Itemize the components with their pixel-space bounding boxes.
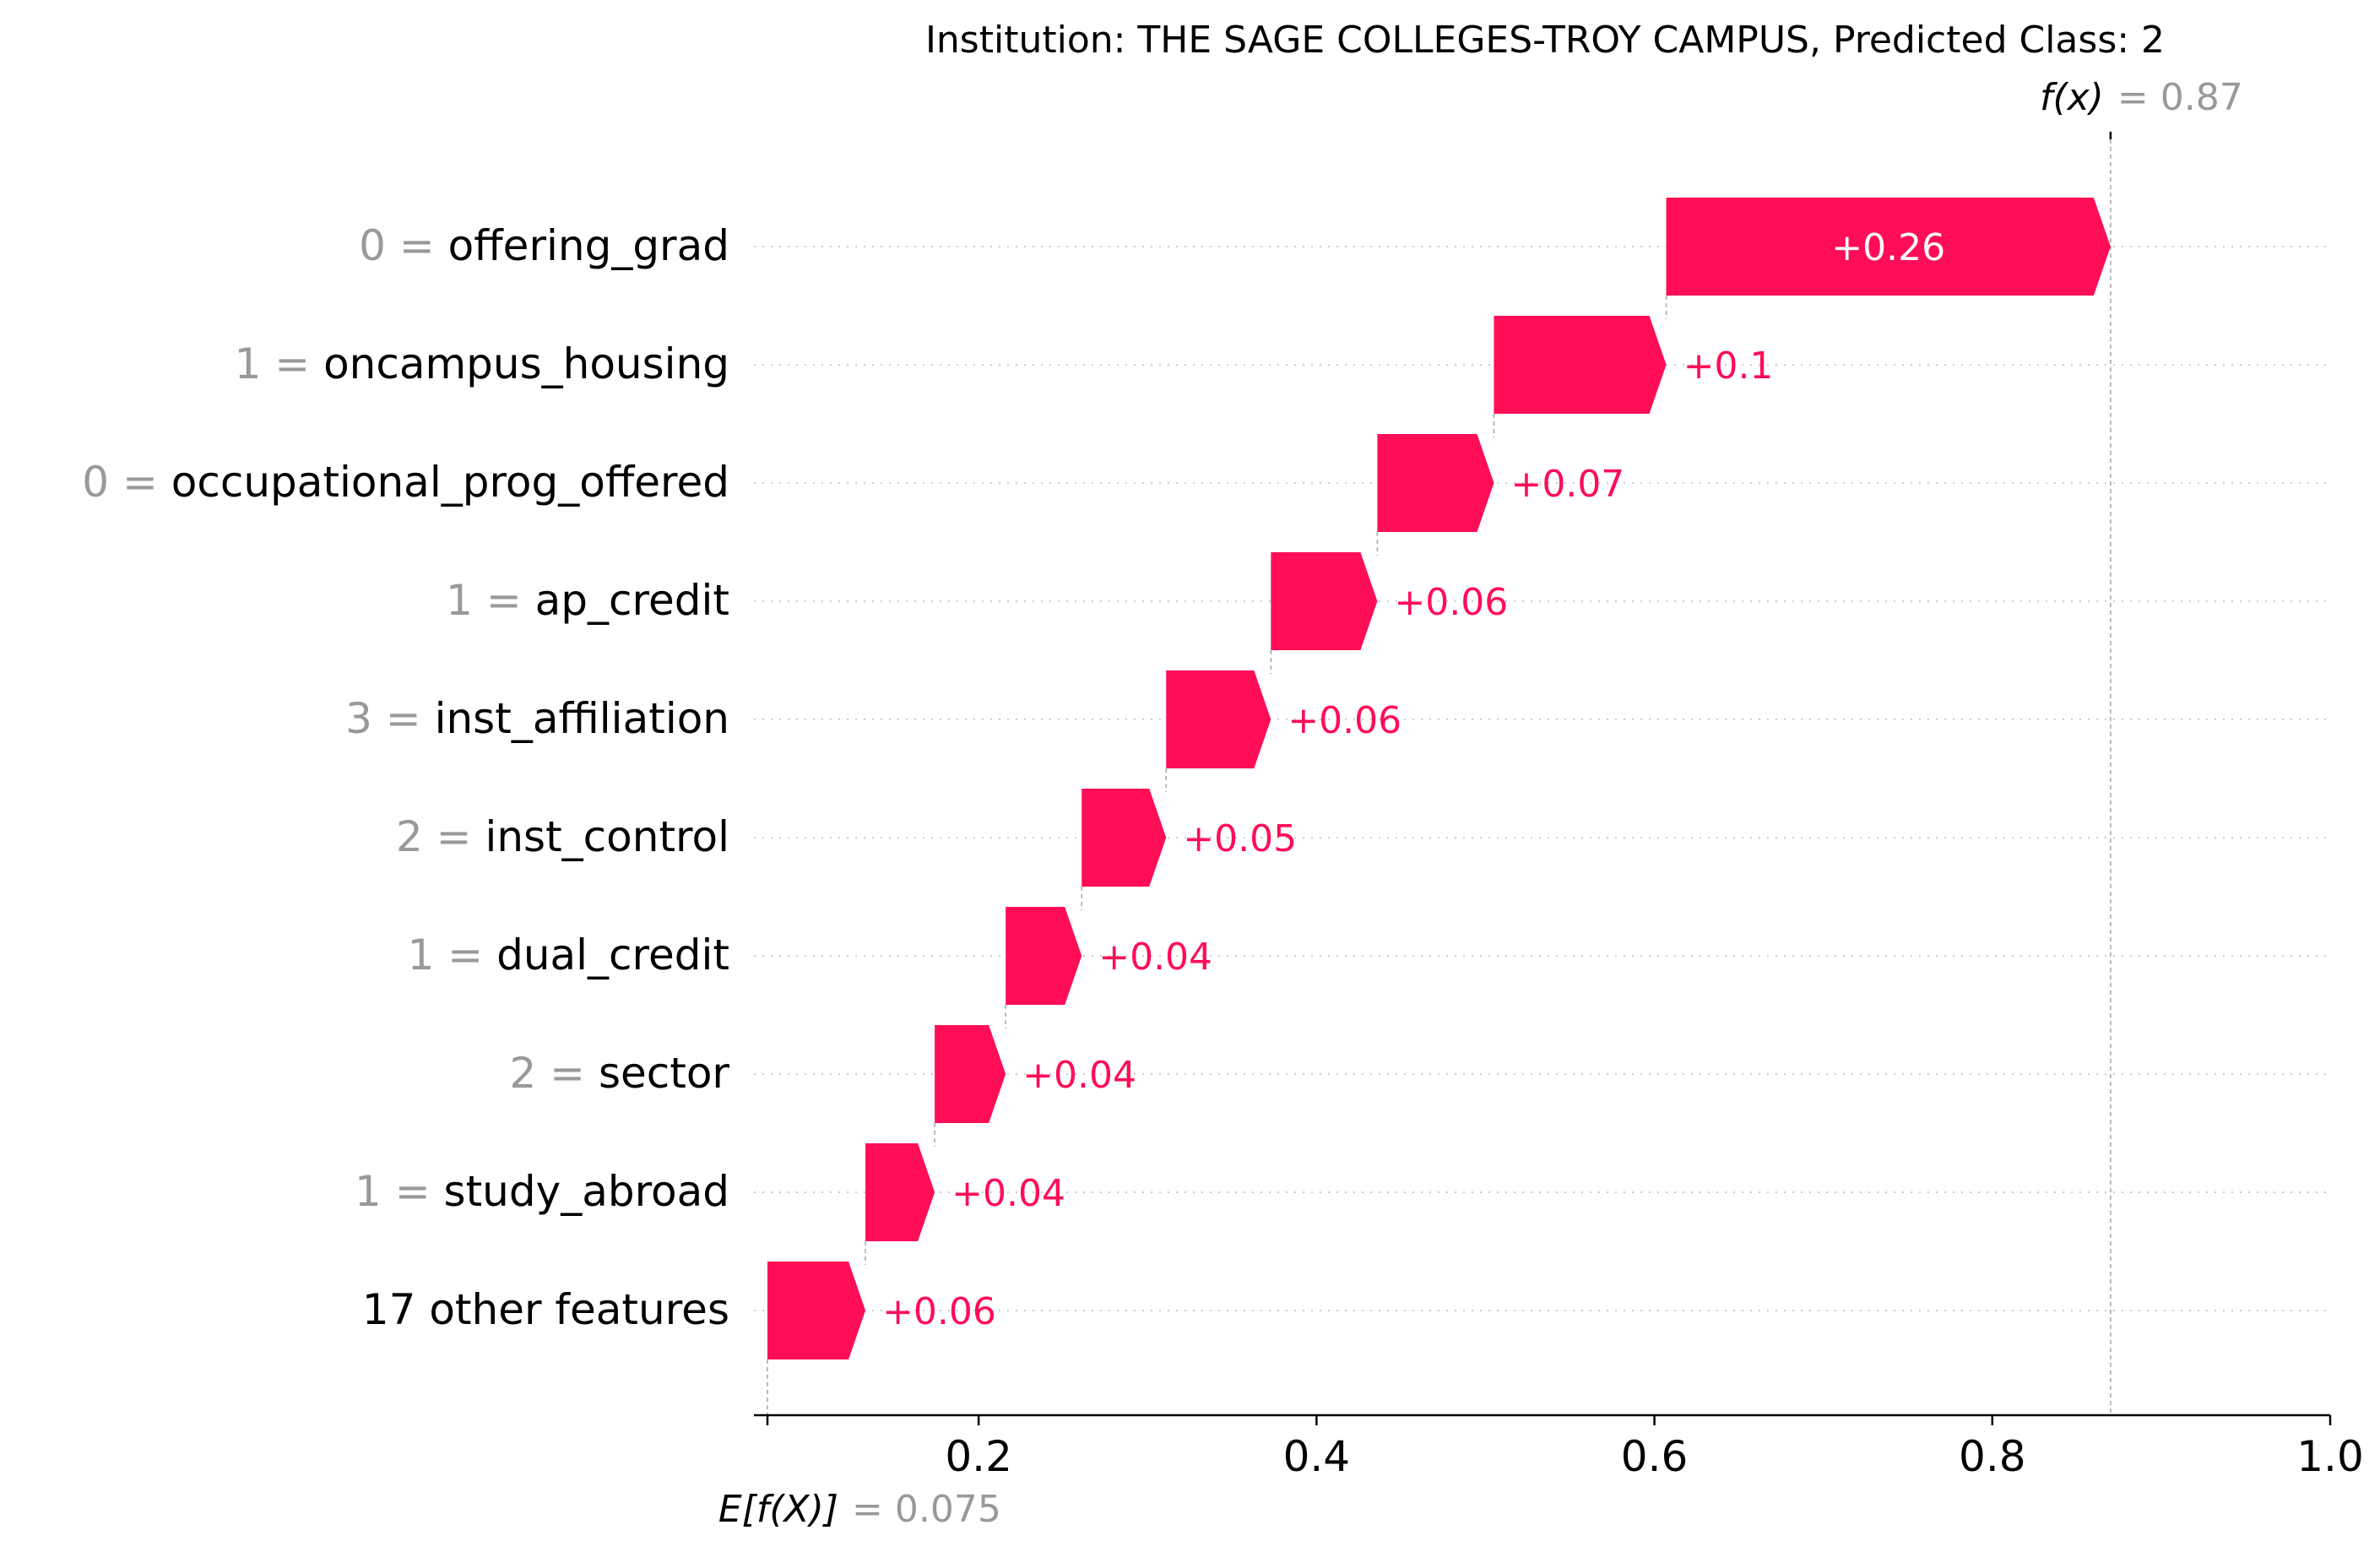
feature-label: 1 = oncampus_housing bbox=[235, 339, 729, 388]
bar-inst_control bbox=[1082, 789, 1167, 887]
feature-value: 1 = bbox=[235, 339, 324, 388]
contribution-label: +0.1 bbox=[1683, 345, 1774, 388]
contribution-label: +0.06 bbox=[1394, 581, 1508, 624]
feature-value: 1 = bbox=[446, 576, 535, 625]
feature-name: ap_credit bbox=[535, 576, 729, 625]
bar-study_abroad bbox=[865, 1143, 935, 1241]
bar-oncampus_housing bbox=[1494, 316, 1667, 414]
feature-name: oncampus_housing bbox=[323, 339, 729, 388]
bar-17-other-features bbox=[767, 1262, 866, 1359]
feature-name: dual_credit bbox=[496, 931, 729, 979]
bar-occupational_prog_offered bbox=[1377, 434, 1494, 532]
feature-value: 1 = bbox=[355, 1167, 444, 1216]
bar-inst_affiliation bbox=[1166, 670, 1271, 768]
feature-value: 2 = bbox=[509, 1049, 599, 1098]
x-tick-label: 0.4 bbox=[1283, 1432, 1351, 1481]
feature-value: 3 = bbox=[345, 694, 435, 743]
feature-name: inst_affiliation bbox=[435, 694, 729, 743]
x-tick-label: 0.8 bbox=[1959, 1432, 2026, 1481]
x-tick-label: 0.6 bbox=[1621, 1432, 1689, 1481]
feature-value: 1 = bbox=[408, 931, 497, 979]
base-name: E[f(X)] bbox=[718, 1488, 838, 1531]
bar-ap_credit bbox=[1271, 552, 1378, 650]
contribution-label: +0.04 bbox=[1098, 936, 1212, 979]
bar-sector bbox=[935, 1025, 1006, 1123]
bar-offering_grad bbox=[1666, 198, 2111, 296]
feature-labels: 0 = offering_grad 1 = oncampus_housing 0 =… bbox=[82, 221, 729, 1334]
feature-value: 2 = bbox=[396, 812, 485, 861]
feature-label: 1 = dual_credit bbox=[408, 931, 729, 979]
feature-value: 0 = bbox=[82, 458, 171, 507]
feature-name: inst_control bbox=[485, 812, 729, 861]
fx-value: = 0.87 bbox=[2117, 76, 2243, 119]
contribution-label: +0.05 bbox=[1183, 817, 1297, 860]
feature-value: 0 = bbox=[359, 221, 448, 270]
feature-label: 2 = sector bbox=[509, 1049, 729, 1098]
contribution-bars bbox=[767, 198, 2111, 1359]
contribution-label: +0.04 bbox=[1022, 1054, 1136, 1097]
contribution-label: +0.06 bbox=[882, 1290, 996, 1333]
x-ticks: 0.2 0.4 0.6 0.8 1.0 bbox=[766, 1415, 2364, 1481]
fx-label: f(x) = 0.87 bbox=[2040, 76, 2243, 119]
contribution-labels: +0.26 +0.1 +0.07 +0.06 +0.06 +0.05 +0.04 +0.04 +… bbox=[882, 226, 1945, 1333]
feature-name: sector bbox=[599, 1049, 729, 1098]
contribution-label: +0.07 bbox=[1510, 463, 1624, 506]
contribution-label: +0.04 bbox=[951, 1172, 1065, 1215]
feature-label: 3 = inst_affiliation bbox=[345, 694, 729, 743]
base-value: = 0.075 bbox=[852, 1488, 1001, 1531]
feature-label: 17 other features bbox=[362, 1285, 729, 1334]
feature-label: 2 = inst_control bbox=[396, 812, 729, 861]
feature-name: offering_grad bbox=[448, 221, 729, 270]
feature-name: study_abroad bbox=[444, 1167, 729, 1216]
bar-dual_credit bbox=[1006, 907, 1082, 1005]
feature-label: 0 = offering_grad bbox=[359, 221, 729, 270]
contribution-label: +0.26 bbox=[1831, 226, 1945, 269]
chart-title: Institution: THE SAGE COLLEGES-TROY CAMP… bbox=[925, 19, 2165, 62]
x-tick-label: 0.2 bbox=[945, 1432, 1012, 1481]
contribution-label: +0.06 bbox=[1288, 699, 1401, 742]
feature-label: 1 = ap_credit bbox=[446, 576, 729, 625]
feature-label: 1 = study_abroad bbox=[355, 1167, 729, 1216]
feature-name: occupational_prog_offered bbox=[171, 458, 729, 507]
x-tick-label: 1.0 bbox=[2296, 1432, 2364, 1481]
feature-name: 17 other features bbox=[362, 1285, 729, 1334]
fx-name: f(x) bbox=[2040, 76, 2104, 119]
connector-lines bbox=[767, 132, 2112, 1415]
base-value-label: E[f(X)] = 0.075 bbox=[718, 1488, 1001, 1531]
feature-label: 0 = occupational_prog_offered bbox=[82, 458, 729, 507]
x-axis: 0.2 0.4 0.6 0.8 1.0 bbox=[754, 1414, 2364, 1481]
